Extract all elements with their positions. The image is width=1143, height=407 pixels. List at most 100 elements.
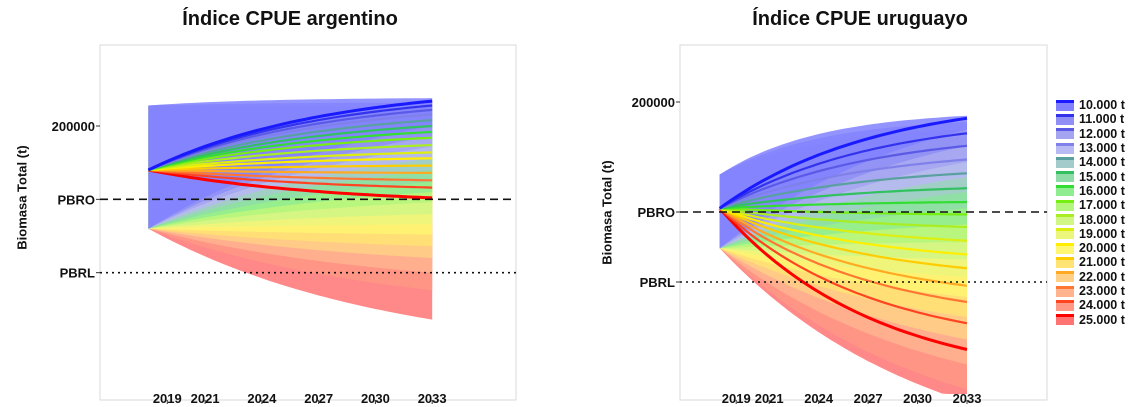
reference-line-label: PBRL xyxy=(640,275,675,290)
legend-swatch xyxy=(1056,271,1074,283)
legend-swatch xyxy=(1056,142,1074,154)
series-line xyxy=(719,172,968,210)
series-line xyxy=(719,207,968,287)
series-line xyxy=(148,168,433,189)
series-line xyxy=(719,207,968,304)
series-line xyxy=(719,158,968,210)
series-line xyxy=(148,136,433,172)
legend-label: 21.000 t xyxy=(1079,255,1125,270)
series-line xyxy=(718,207,968,325)
series-line xyxy=(719,207,968,242)
legend-item: 25.000 t xyxy=(1056,312,1125,327)
legend-swatch xyxy=(1056,171,1074,183)
legend-label: 10.000 t xyxy=(1079,98,1125,113)
series-line xyxy=(148,157,433,172)
legend-swatch xyxy=(1056,299,1074,311)
series-line xyxy=(148,113,433,172)
legend-item: 24.000 t xyxy=(1056,298,1125,312)
legend-swatch xyxy=(1056,285,1074,297)
legend-label: 13.000 t xyxy=(1079,141,1125,156)
series-line xyxy=(147,99,433,172)
uncertainty-band xyxy=(719,115,967,249)
reference-line-label: PBRO xyxy=(637,205,675,220)
series-line xyxy=(148,124,433,172)
series-line xyxy=(718,207,968,351)
legend-label: 18.000 t xyxy=(1079,212,1125,227)
legend-swatch xyxy=(1056,199,1074,211)
series-line xyxy=(148,164,433,172)
x-tick-label: 2019 xyxy=(722,391,751,406)
chart-title: Índice CPUE uruguayo xyxy=(752,8,968,30)
reference-line-label: PBRO xyxy=(57,192,95,207)
x-tick-label: 2021 xyxy=(755,391,784,406)
legend-swatch xyxy=(1056,156,1074,168)
legend-item: 10.000 t xyxy=(1056,98,1125,112)
legend-item: 18.000 t xyxy=(1056,212,1125,227)
legend-label: 11.000 t xyxy=(1079,112,1125,127)
legend-item: 15.000 t xyxy=(1056,169,1125,184)
legend-swatch xyxy=(1056,242,1074,254)
legend-label: 12.000 t xyxy=(1079,126,1125,141)
series-line xyxy=(148,168,433,182)
x-tick-label: 2021 xyxy=(191,391,220,406)
legend-item: 22.000 t xyxy=(1056,270,1125,284)
legend-label: 15.000 t xyxy=(1079,169,1125,184)
series-line xyxy=(148,144,433,172)
x-tick-label: 2033 xyxy=(418,391,447,406)
legend-item: 12.000 t xyxy=(1056,127,1125,141)
series-line xyxy=(719,144,968,210)
legend-label: 19.000 t xyxy=(1079,226,1125,241)
reference-line-label: PBRL xyxy=(60,266,95,281)
series-line xyxy=(719,207,968,229)
legend-swatch xyxy=(1056,113,1074,125)
legend-swatch xyxy=(1056,256,1074,268)
legend-item: 14.000 t xyxy=(1056,155,1125,169)
legend-item: 23.000 t xyxy=(1056,284,1125,298)
series-line xyxy=(719,132,968,210)
x-tick-label: 2030 xyxy=(903,391,932,406)
legend: 10.000 t 11.000 t 12.000 t 13.000 t 14.000 t… xyxy=(1056,98,1125,327)
legend-label: 20.000 t xyxy=(1079,241,1125,256)
legend-item: 21.000 t xyxy=(1056,255,1125,269)
x-tick-label: 2030 xyxy=(361,391,390,406)
series-line xyxy=(148,151,433,172)
x-tick-label: 2019 xyxy=(153,391,182,406)
legend-item: 17.000 t xyxy=(1056,198,1125,212)
legend-label: 25.000 t xyxy=(1079,312,1125,327)
series-line xyxy=(719,187,968,210)
legend-label: 17.000 t xyxy=(1079,198,1125,213)
x-tick-label: 2024 xyxy=(247,391,277,406)
legend-label: 23.000 t xyxy=(1079,284,1125,298)
legend-label: 14.000 t xyxy=(1079,155,1125,170)
legend-swatch xyxy=(1056,228,1074,240)
series-line xyxy=(718,116,968,210)
x-tick-label: 2033 xyxy=(953,391,982,406)
x-tick-label: 2024 xyxy=(804,391,834,406)
legend-item: 20.000 t xyxy=(1056,241,1125,255)
series-line xyxy=(148,119,433,172)
legend-swatch xyxy=(1056,185,1074,197)
plot-frame xyxy=(679,44,1048,401)
y-tick-label: 200000 xyxy=(632,95,675,110)
legend-swatch xyxy=(1056,214,1074,226)
legend-label: 22.000 t xyxy=(1079,269,1125,284)
legend-label: 16.000 t xyxy=(1079,183,1125,198)
chart-title: Índice CPUE argentino xyxy=(182,8,398,30)
legend-item: 13.000 t xyxy=(1056,141,1125,155)
legend-item: 11.000 t xyxy=(1056,112,1125,126)
series-line xyxy=(719,207,968,256)
series-line xyxy=(148,130,433,172)
plot-frame xyxy=(99,44,517,401)
legend-item: 19.000 t xyxy=(1056,227,1125,241)
series-line xyxy=(148,168,433,200)
y-tick-label: 200000 xyxy=(52,119,95,134)
legend-swatch xyxy=(1056,314,1074,326)
series-line xyxy=(719,200,968,210)
legend-item: 16.000 t xyxy=(1056,184,1125,198)
legend-swatch xyxy=(1056,128,1074,140)
series-line xyxy=(147,108,433,172)
legend-swatch xyxy=(1056,99,1074,111)
series-line xyxy=(719,207,968,270)
series-line xyxy=(148,168,433,174)
